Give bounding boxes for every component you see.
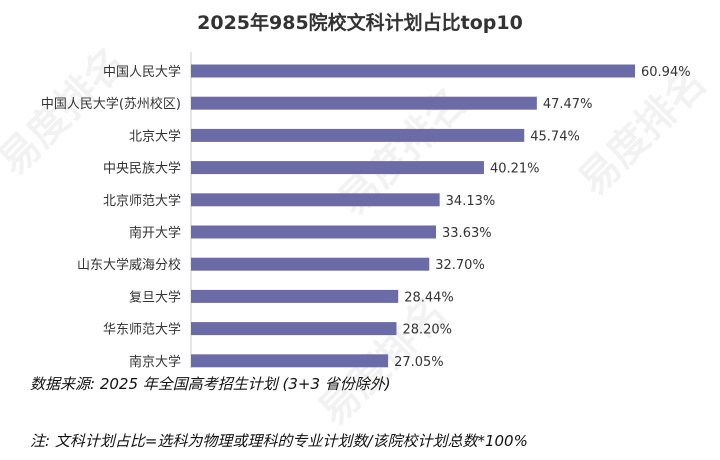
bar bbox=[191, 96, 537, 110]
category-label: 华东师范大学 bbox=[103, 322, 181, 338]
category-label: 复旦大学 bbox=[129, 289, 181, 305]
category-label: 南京大学 bbox=[129, 354, 181, 370]
bar bbox=[191, 257, 430, 271]
bar bbox=[191, 289, 399, 303]
chart-title: 2025年985院校文科计划占比top10 bbox=[197, 12, 523, 34]
bar-chart: 中国人民大学 60.94% 中国人民大学(苏州校区) 47.47% 北京大学 45.74%… bbox=[41, 52, 691, 370]
value-label: 28.44% bbox=[404, 290, 454, 305]
value-label: 40.21% bbox=[490, 162, 540, 177]
value-label: 45.74% bbox=[530, 129, 580, 144]
value-label: 33.63% bbox=[442, 226, 492, 241]
category-label: 南开大学 bbox=[129, 225, 181, 241]
value-label: 60.94% bbox=[641, 65, 691, 80]
value-label: 47.47% bbox=[543, 97, 593, 112]
category-label: 中央民族大学 bbox=[103, 161, 181, 177]
bar bbox=[191, 193, 440, 207]
bar bbox=[191, 225, 437, 239]
category-label: 北京大学 bbox=[129, 128, 181, 144]
category-label: 中国人民大学 bbox=[103, 64, 181, 80]
category-label: 北京师范大学 bbox=[103, 193, 181, 209]
category-label: 中国人民大学(苏州校区) bbox=[41, 96, 181, 112]
data-source-note: 数据来源: 2025 年全国高考招生计划 (3+3 省份除外) bbox=[30, 375, 391, 393]
formula-note: 注: 文科计划占比=选科为物理或理科的专业计划数/该院校计划总数*100% bbox=[30, 432, 528, 450]
category-label: 山东大学威海分校 bbox=[77, 257, 181, 273]
bar bbox=[191, 354, 389, 368]
bar bbox=[191, 128, 525, 142]
value-label: 32.70% bbox=[435, 258, 485, 273]
value-label: 34.13% bbox=[446, 194, 496, 209]
bar bbox=[191, 64, 635, 78]
value-label: 28.20% bbox=[402, 323, 452, 338]
bar bbox=[191, 161, 484, 175]
value-label: 27.05% bbox=[394, 355, 444, 370]
bar bbox=[191, 322, 397, 336]
